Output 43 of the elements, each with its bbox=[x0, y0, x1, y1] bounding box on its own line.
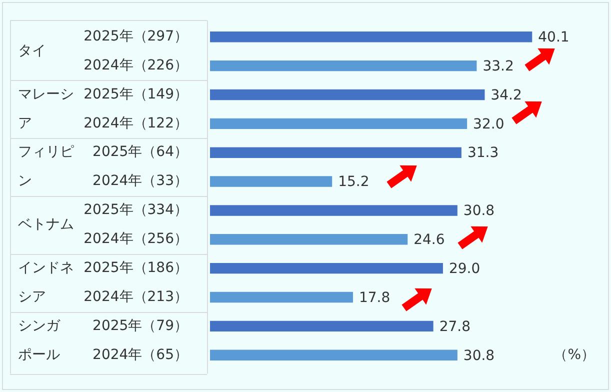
text: マレーシア bbox=[18, 86, 74, 132]
y-tick-label: 2024年（213） bbox=[84, 288, 188, 305]
bar bbox=[210, 292, 353, 303]
y-tick-label: 2024年（226） bbox=[84, 57, 188, 74]
y-tick-label: 2025年（64） bbox=[92, 144, 188, 160]
y-tick-label: 2024年（65） bbox=[92, 346, 188, 363]
y-tick-label: 2025年（149） bbox=[84, 86, 188, 102]
bar bbox=[210, 147, 462, 158]
data-label: 40.1 bbox=[538, 30, 570, 46]
data-label: 27.8 bbox=[439, 318, 470, 335]
y-tick-label: 2025年（186） bbox=[84, 260, 188, 276]
bar bbox=[210, 89, 485, 100]
bar bbox=[210, 234, 408, 245]
y-tick-label: 2025年（297） bbox=[84, 28, 188, 45]
data-label: 31.3 bbox=[467, 145, 499, 162]
y-tick-label: 2024年（122） bbox=[84, 115, 188, 132]
bar bbox=[210, 32, 532, 42]
bar bbox=[210, 60, 477, 72]
data-label: 34.2 bbox=[490, 87, 522, 104]
y-tick-label: 2025年（79） bbox=[92, 318, 188, 334]
text: インドネシア bbox=[18, 260, 74, 305]
text: タイ bbox=[18, 42, 46, 59]
text: ベトナム bbox=[18, 216, 74, 233]
data-label: 32.0 bbox=[473, 116, 504, 132]
bar bbox=[210, 350, 458, 360]
bar bbox=[210, 118, 468, 130]
data-label: 15.2 bbox=[338, 174, 370, 190]
bar bbox=[210, 320, 434, 332]
y-tick-label: 2024年（33） bbox=[92, 173, 188, 190]
y-tick-label: 2024年（256） bbox=[84, 231, 188, 248]
data-label: 33.2 bbox=[482, 58, 514, 74]
data-label: 17.8 bbox=[358, 290, 390, 306]
y-tick-label: 2025年（334） bbox=[84, 202, 188, 218]
text: （%） bbox=[554, 346, 595, 363]
text: フィリピン bbox=[18, 144, 74, 190]
data-label: 30.8 bbox=[463, 203, 495, 220]
data-label: 29.0 bbox=[448, 260, 480, 277]
data-label: 24.6 bbox=[414, 232, 445, 248]
bar bbox=[210, 176, 332, 187]
bar bbox=[210, 262, 443, 274]
bar bbox=[210, 205, 458, 216]
data-label: 30.8 bbox=[463, 348, 495, 364]
text: シンガポール bbox=[18, 318, 61, 363]
